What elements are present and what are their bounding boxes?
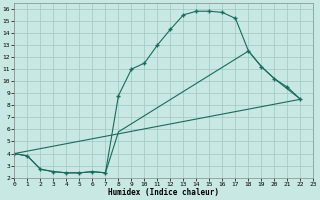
X-axis label: Humidex (Indice chaleur): Humidex (Indice chaleur) <box>108 188 220 197</box>
